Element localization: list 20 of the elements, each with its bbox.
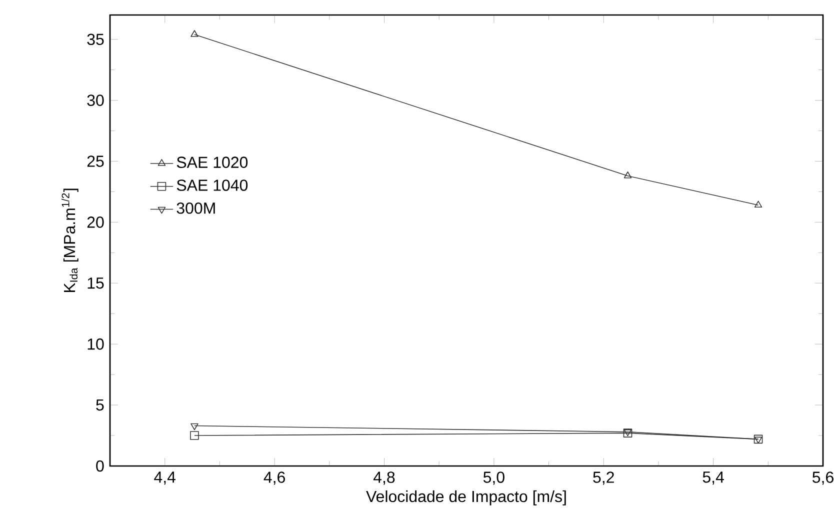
x-tick-label: 5,0	[483, 472, 504, 485]
y-axis-title: K$_{Ida}$ [MPa.m$^{1/2}$]	[61, 188, 78, 292]
x-tick-label: 5,6	[812, 472, 834, 485]
x-tick-label: 4,8	[373, 472, 395, 485]
legend-label: 300M	[176, 202, 215, 214]
y-tick-label: 5	[96, 399, 104, 411]
y-tick-label: 10	[88, 338, 104, 350]
y-tick-label: 20	[87, 216, 104, 228]
y-tick-label: 30	[87, 94, 104, 106]
x-tick-label: 5,4	[702, 472, 724, 485]
x-axis-title: Velocidade de Impacto [m/s]	[366, 490, 566, 506]
y-tick-label: 35	[87, 34, 104, 46]
x-tick-label: 4,4	[154, 472, 176, 485]
y-tick-label: 25	[87, 156, 104, 167]
y-tick-label: 0	[96, 460, 104, 472]
y-tick-label: 15	[88, 278, 104, 289]
x-tick-label: 5,2	[593, 472, 614, 485]
legend-label: SAE 1040	[176, 180, 248, 191]
x-tick-label: 4,6	[264, 472, 285, 485]
legend-label: SAE 1020	[176, 156, 248, 168]
